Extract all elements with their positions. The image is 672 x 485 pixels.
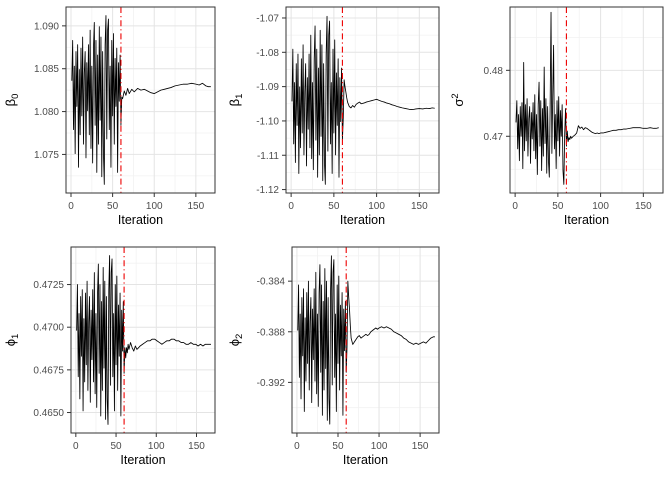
chart-svg-phi1: 0.4650 0.4675 0.4700 0.4725 0 50 100 150 Iterati… — [3, 246, 216, 467]
y-tick-label: 0.4725 — [33, 280, 64, 291]
x-tick-label: 100 — [148, 441, 165, 452]
trace-line — [76, 255, 211, 425]
y-tick-label: 1.090 — [34, 21, 59, 32]
chart-svg-beta1: -1.07 -1.08 -1.09 -1.10 -1.11 -1.12 0 50 100 150 I… — [227, 6, 440, 227]
x-tick-label: 150 — [635, 201, 652, 212]
x-tick-label: 100 — [371, 441, 388, 452]
x-axis-title: Iteration — [120, 453, 165, 467]
y-tick-label: 0.4675 — [33, 365, 64, 376]
y-tick-label: -0.388 — [257, 327, 286, 338]
panel-background — [510, 7, 663, 193]
x-tick-label: 50 — [110, 441, 122, 452]
panel-border — [291, 246, 440, 434]
x-tick-label: 150 — [411, 201, 428, 212]
panel-background — [71, 247, 215, 433]
y-tick-label: 0.48 — [484, 66, 504, 77]
x-tick-label: 0 — [294, 441, 300, 452]
panel-background — [292, 247, 439, 433]
trace-plot-phi1: 0.4650 0.4675 0.4700 0.4725 0 50 100 150 Iterati… — [0, 240, 224, 480]
y-tick-label: 1.085 — [34, 64, 59, 75]
panel-border — [285, 6, 440, 194]
trace-plot-beta0: 1.075 1.080 1.085 1.090 0 50 100 150 Iteration β0 — [0, 0, 224, 240]
x-tick-label: 0 — [68, 201, 74, 212]
x-tick-label: 50 — [328, 201, 340, 212]
y-tick-label: 1.080 — [34, 107, 59, 118]
chart-svg-sigma2: 0.47 0.48 0 50 100 150 Iteration σ2 — [450, 6, 664, 227]
y-tick-label: -0.384 — [257, 277, 286, 288]
trace-plot-sigma2: 0.47 0.48 0 50 100 150 Iteration σ2 — [448, 0, 672, 240]
panel-border — [509, 6, 664, 194]
y-tick-label: -1.11 — [257, 151, 279, 162]
x-tick-label: 50 — [552, 201, 564, 212]
empty-cell — [448, 240, 672, 480]
y-tick-label: -1.12 — [256, 185, 279, 196]
x-tick-label: 100 — [592, 201, 609, 212]
x-tick-label: 0 — [288, 201, 294, 212]
x-axis-title: Iteration — [564, 213, 609, 227]
y-tick-label: -1.07 — [256, 13, 279, 24]
x-tick-label: 100 — [368, 201, 385, 212]
trace-line — [291, 15, 435, 185]
x-tick-label: 100 — [146, 201, 163, 212]
y-tick-label: -1.09 — [256, 82, 279, 93]
panel-border — [65, 6, 216, 194]
y-axis-title: ϕ1 — [3, 334, 21, 347]
x-tick-label: 150 — [188, 201, 205, 212]
trace-line — [71, 15, 211, 185]
x-tick-label: 150 — [412, 441, 429, 452]
trace-line — [515, 11, 659, 185]
x-tick-label: 150 — [188, 441, 205, 452]
y-tick-label: -1.08 — [256, 48, 279, 59]
x-tick-label: 50 — [107, 201, 119, 212]
chart-svg-beta0: 1.075 1.080 1.085 1.090 0 50 100 150 Iteration β0 — [3, 6, 216, 227]
y-tick-label: 0.47 — [484, 132, 504, 143]
x-axis-title: Iteration — [343, 453, 388, 467]
x-tick-label: 50 — [332, 441, 344, 452]
panel-border — [70, 246, 216, 434]
trace-plot-beta1: -1.07 -1.08 -1.09 -1.10 -1.11 -1.12 0 50 100 150 I… — [224, 0, 448, 240]
y-tick-label: 0.4700 — [33, 323, 64, 334]
y-axis-title: ϕ2 — [227, 334, 245, 347]
x-tick-label: 0 — [512, 201, 518, 212]
y-tick-label: 0.4650 — [33, 408, 64, 419]
panel-background — [66, 7, 215, 193]
x-axis-title: Iteration — [340, 213, 385, 227]
trace-line — [297, 255, 435, 425]
chart-svg-phi2: -0.384 -0.388 -0.392 0 50 100 150 Iteration ϕ2 — [227, 246, 440, 467]
y-tick-label: -0.392 — [257, 378, 286, 389]
y-tick-label: 1.075 — [34, 150, 59, 161]
trace-plot-phi2: -0.384 -0.388 -0.392 0 50 100 150 Iteration ϕ2 — [224, 240, 448, 480]
y-axis-title: σ2 — [450, 93, 466, 106]
y-axis-title: β0 — [3, 94, 21, 107]
x-tick-label: 0 — [73, 441, 79, 452]
x-axis-title: Iteration — [118, 213, 163, 227]
y-axis-title: β1 — [227, 94, 245, 107]
y-tick-label: -1.10 — [256, 116, 279, 127]
